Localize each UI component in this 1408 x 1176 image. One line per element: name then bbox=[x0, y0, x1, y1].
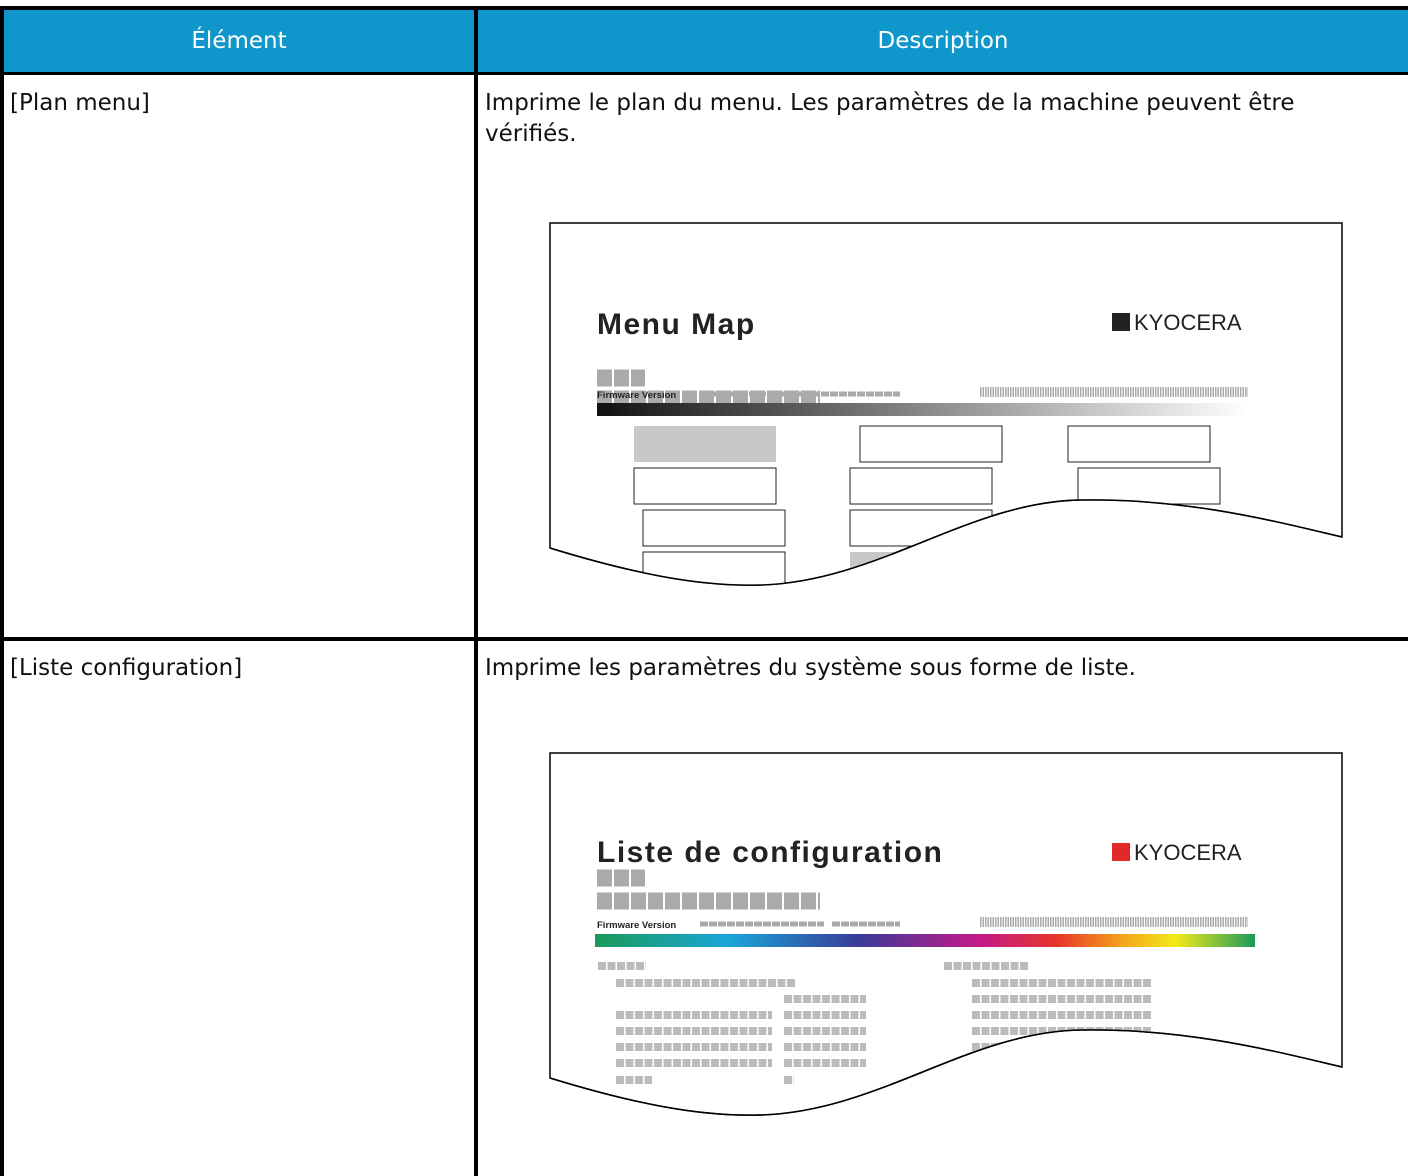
logo-mark bbox=[1112, 313, 1130, 331]
row-divider bbox=[0, 637, 1408, 641]
logo-mark bbox=[1112, 843, 1130, 861]
paper-content: Menu Map KYOCERA Firmware Version bbox=[597, 308, 1248, 586]
gradient-bar bbox=[597, 403, 1248, 416]
item: [Plan menu] bbox=[10, 90, 150, 116]
menu-boxes bbox=[633, 425, 1221, 586]
menu-map-illustration: Menu Map KYOCERA Firmware Version bbox=[549, 222, 1343, 586]
column-divider bbox=[474, 6, 478, 1176]
item: [Liste configuration] bbox=[10, 655, 243, 681]
top-border bbox=[0, 6, 1408, 10]
description: Imprime le plan du menu. Les paramètres … bbox=[485, 90, 1295, 147]
figure-title: Menu Map bbox=[597, 308, 756, 341]
config-list-illustration: Liste de configuration KYOCERA Firmware … bbox=[549, 752, 1343, 1116]
column-header: Élément bbox=[4, 10, 474, 72]
figure-caption: Firmware Version bbox=[597, 390, 676, 401]
paper-edge bbox=[549, 1029, 1343, 1116]
figure-caption: Firmware Version bbox=[597, 920, 676, 931]
figure-title: Liste de configuration bbox=[597, 836, 943, 869]
paper-edge bbox=[549, 499, 1343, 586]
column-header: Description bbox=[478, 10, 1408, 72]
header-divider bbox=[0, 72, 1408, 75]
gradient-bar bbox=[595, 934, 1255, 947]
logo: KYOCERA bbox=[1134, 840, 1242, 865]
description: Imprime les paramètres du système sous f… bbox=[485, 655, 1136, 681]
left-border bbox=[0, 6, 4, 1176]
logo: KYOCERA bbox=[1134, 310, 1242, 335]
